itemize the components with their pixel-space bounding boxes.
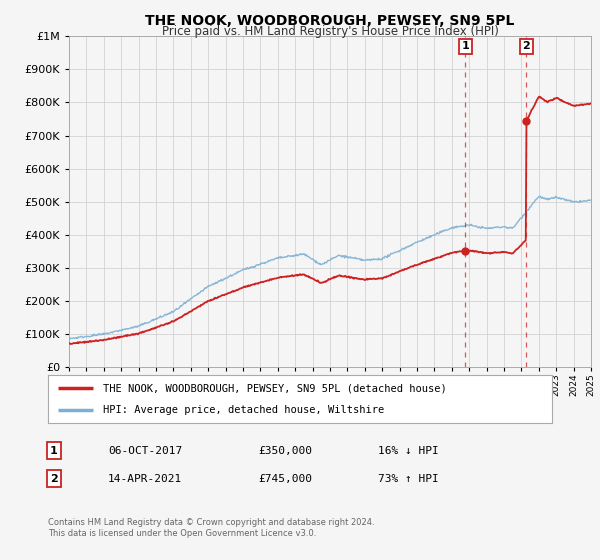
Text: This data is licensed under the Open Government Licence v3.0.: This data is licensed under the Open Gov… bbox=[48, 529, 316, 538]
Text: 06-OCT-2017: 06-OCT-2017 bbox=[108, 446, 182, 456]
Text: Price paid vs. HM Land Registry's House Price Index (HPI): Price paid vs. HM Land Registry's House … bbox=[161, 25, 499, 38]
Text: 1: 1 bbox=[461, 41, 469, 52]
Text: HPI: Average price, detached house, Wiltshire: HPI: Average price, detached house, Wilt… bbox=[103, 405, 385, 415]
Text: Contains HM Land Registry data © Crown copyright and database right 2024.: Contains HM Land Registry data © Crown c… bbox=[48, 518, 374, 527]
Text: £350,000: £350,000 bbox=[258, 446, 312, 456]
Text: 1: 1 bbox=[50, 446, 58, 456]
Text: 2: 2 bbox=[523, 41, 530, 52]
Text: 73% ↑ HPI: 73% ↑ HPI bbox=[378, 474, 439, 484]
Text: THE NOOK, WOODBOROUGH, PEWSEY, SN9 5PL: THE NOOK, WOODBOROUGH, PEWSEY, SN9 5PL bbox=[145, 14, 515, 28]
Text: THE NOOK, WOODBOROUGH, PEWSEY, SN9 5PL (detached house): THE NOOK, WOODBOROUGH, PEWSEY, SN9 5PL (… bbox=[103, 383, 447, 393]
Text: 14-APR-2021: 14-APR-2021 bbox=[108, 474, 182, 484]
Text: 2: 2 bbox=[50, 474, 58, 484]
Text: 16% ↓ HPI: 16% ↓ HPI bbox=[378, 446, 439, 456]
Text: £745,000: £745,000 bbox=[258, 474, 312, 484]
